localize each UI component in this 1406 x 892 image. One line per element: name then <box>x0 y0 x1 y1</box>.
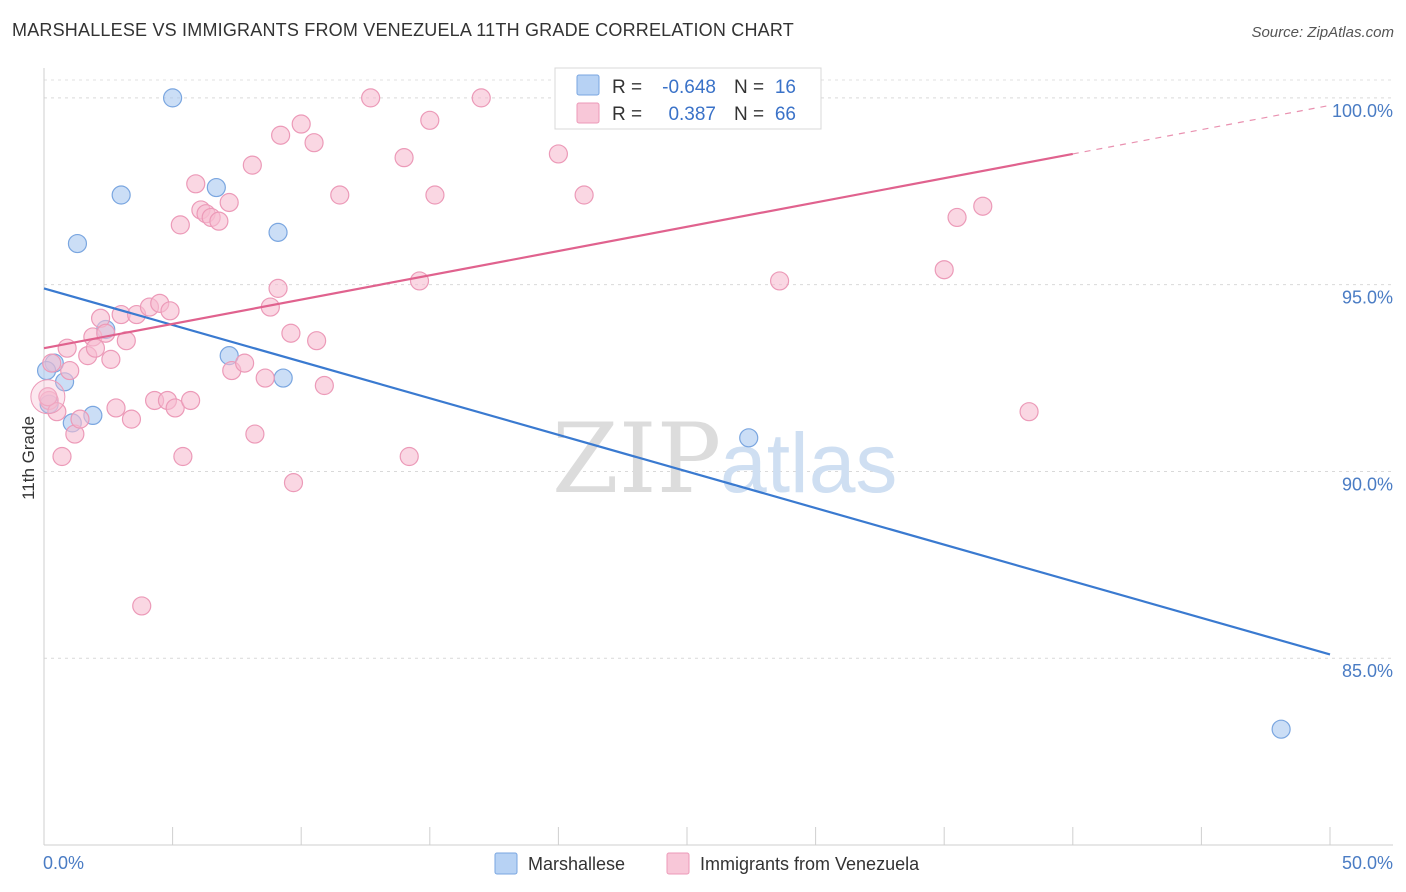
point-venezuela-49 <box>330 185 350 205</box>
point-venezuela-63 <box>973 196 993 216</box>
point-venezuela-62 <box>947 207 967 228</box>
stats-n-label-1: N = <box>734 77 764 98</box>
point-venezuela-44 <box>283 473 304 493</box>
y-tick-label-2: 95.0% <box>1342 288 1393 308</box>
point-venezuela-52 <box>399 446 419 467</box>
point-venezuela-46 <box>304 133 324 153</box>
point-venezuela-5 <box>60 360 80 381</box>
point-marshallese-8 <box>163 88 183 108</box>
stats-n-value-1: 16 <box>775 77 796 98</box>
point-venezuela-48 <box>314 375 334 396</box>
point-venezuela-59 <box>574 185 594 205</box>
point-venezuela-43 <box>281 323 301 343</box>
point-marshallese-11 <box>268 222 288 242</box>
point-venezuela-13 <box>101 349 121 369</box>
point-marshallese-14 <box>1271 719 1291 739</box>
stats-r-value-2: 0.387 <box>668 104 716 125</box>
point-venezuela-17 <box>121 409 142 429</box>
point-venezuela-61 <box>934 260 954 280</box>
point-marshallese-12 <box>273 368 293 388</box>
point-venezuela-19 <box>132 596 152 616</box>
data-points <box>30 88 1291 739</box>
point-venezuela-39 <box>255 368 275 388</box>
y-tick-label-1: 90.0% <box>1342 474 1393 494</box>
trend-lines <box>43 104 1331 656</box>
bottom-legend: Marshallese Immigrants from Venezuela <box>494 852 920 875</box>
point-venezuela-47 <box>307 331 327 351</box>
point-venezuela-38 <box>245 424 265 444</box>
point-marshallese-9 <box>206 177 226 198</box>
point-venezuela-42 <box>271 125 291 145</box>
stats-r-label-1: R = <box>612 77 642 98</box>
point-venezuela-29 <box>186 174 206 194</box>
x-tick-label-1: 50.0% <box>1342 853 1393 873</box>
point-venezuela-56 <box>471 88 491 108</box>
stats-r-value-1: -0.648 <box>662 77 716 98</box>
point-marshallese-13 <box>739 428 759 448</box>
point-venezuela-25 <box>165 398 185 418</box>
stats-r-label-2: R = <box>612 104 642 125</box>
point-venezuela-64 <box>1019 402 1039 422</box>
x-tick-label-0: 0.0% <box>43 853 84 873</box>
watermark: ZIP atlas <box>552 403 897 515</box>
stats-legend: R = -0.648 N = 16 R = 0.387 N = 66 <box>554 67 822 130</box>
point-venezuela-37 <box>242 155 262 175</box>
point-venezuela-34 <box>219 192 239 213</box>
point-venezuela-3 <box>52 446 72 467</box>
y-axis-label: 11th Grade <box>19 416 38 500</box>
point-venezuela-41 <box>268 278 288 298</box>
point-venezuela-12 <box>96 323 116 343</box>
point-venezuela-57 <box>548 144 569 164</box>
legend-label-marshallese: Marshallese <box>528 854 625 874</box>
point-venezuela-28 <box>181 390 201 411</box>
trend-line-marshallese <box>43 287 1331 656</box>
point-venezuela-51 <box>394 148 414 168</box>
chart-title: MARSHALLESE VS IMMIGRANTS FROM VENEZUELA… <box>12 20 794 40</box>
stats-swatch-venezuela <box>576 102 600 124</box>
y-tick-label-3: 100.0% <box>1332 101 1393 121</box>
point-venezuela-50 <box>361 88 381 108</box>
point-venezuela-1 <box>42 353 62 373</box>
point-venezuela-14 <box>106 398 126 418</box>
source-credit: Source: ZipAtlas.com <box>1251 24 1394 41</box>
stats-swatch-marshallese <box>576 74 600 96</box>
point-venezuela-45 <box>291 114 311 134</box>
point-venezuela-27 <box>173 446 193 467</box>
point-marshallese-4 <box>67 233 88 254</box>
stats-n-label-2: N = <box>734 104 764 125</box>
point-venezuela-53 <box>409 271 430 291</box>
point-venezuela-54 <box>420 110 440 130</box>
point-venezuela-33 <box>209 211 229 231</box>
trend-line-venezuela-extension <box>1072 104 1331 155</box>
point-venezuela-55 <box>425 185 445 205</box>
trend-line-venezuela <box>43 152 1074 350</box>
legend-label-venezuela: Immigrants from Venezuela <box>700 854 920 874</box>
point-venezuela-7 <box>70 409 90 429</box>
legend-swatch-venezuela <box>666 852 690 875</box>
point-marshallese-7 <box>111 185 131 205</box>
y-tick-label-0: 85.0% <box>1342 661 1393 681</box>
point-venezuela-36 <box>235 353 255 373</box>
point-venezuela-60 <box>769 271 790 291</box>
point-venezuela-65 <box>38 387 58 407</box>
tick-labels: 85.0% 90.0% 95.0% 100.0% 0.0% 50.0% <box>43 101 1393 873</box>
legend-swatch-marshallese <box>494 852 518 875</box>
watermark-zip: ZIP <box>552 403 721 515</box>
stats-n-value-2: 66 <box>775 104 796 125</box>
point-venezuela-24 <box>160 301 180 321</box>
point-venezuela-26 <box>170 215 190 235</box>
axes <box>43 68 1393 846</box>
point-venezuela-cluster <box>30 379 66 415</box>
